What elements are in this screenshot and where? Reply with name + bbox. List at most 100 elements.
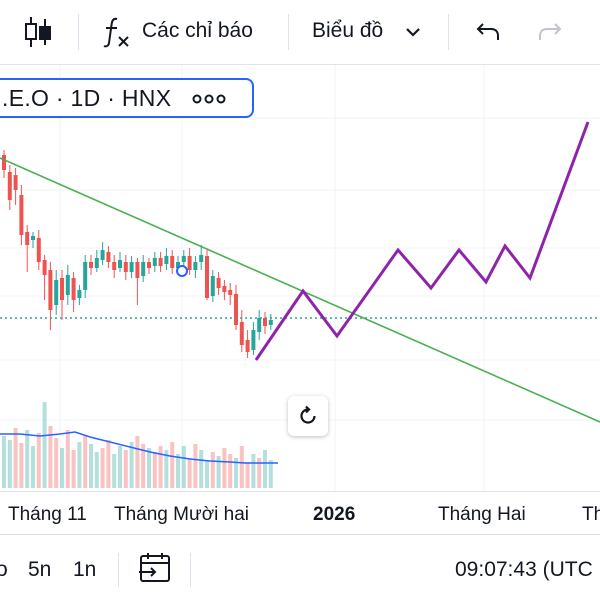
symbol-legend[interactable]: .E.O · 1D · HNX — [0, 78, 254, 118]
candles — [2, 150, 273, 358]
volume-bar — [158, 446, 163, 488]
clock-timezone[interactable]: 09:07:43 (UTC — [455, 558, 593, 581]
volume-bar — [205, 460, 209, 488]
candle-body — [176, 262, 180, 268]
candle-body — [94, 258, 99, 268]
range-1n-button[interactable]: 1n — [73, 558, 97, 581]
top-toolbar: Các chỉ báo Biểu đồ — [0, 0, 600, 65]
volume-bar — [94, 452, 99, 488]
volume-bar — [245, 462, 250, 488]
candle-body — [123, 262, 128, 272]
candle-body — [2, 155, 6, 170]
candle-body — [7, 172, 12, 200]
time-label: Tháng Mười hai — [114, 504, 250, 525]
candle-body — [234, 294, 238, 325]
time-label: Tháng 11 — [8, 504, 87, 525]
volume-bar — [60, 448, 64, 488]
alert-marker — [176, 265, 188, 277]
candle-body — [129, 262, 134, 272]
volume-bar — [100, 448, 105, 488]
candle-body — [199, 255, 204, 262]
volume-bar — [129, 442, 134, 488]
chart-pane[interactable] — [0, 65, 600, 491]
redo-icon[interactable] — [530, 12, 570, 52]
volume-ma-line — [0, 431, 278, 464]
symbol-legend-text: .E.O · 1D · HNX — [2, 84, 172, 111]
candle-body — [100, 250, 105, 260]
candle-body — [25, 232, 30, 245]
volume-bar — [13, 428, 18, 488]
candle-body — [245, 340, 250, 352]
candle-body — [71, 278, 76, 300]
candle-body — [141, 262, 146, 276]
volume-bar — [77, 442, 82, 488]
volume-bar — [251, 454, 256, 488]
volume-bar — [147, 448, 151, 488]
volume-bar — [216, 456, 221, 488]
candle-body — [181, 256, 186, 262]
candle-body — [251, 330, 256, 350]
candle-body — [158, 258, 163, 266]
projection-line — [254, 121, 590, 361]
reset-zoom-button[interactable] — [288, 396, 328, 436]
candle-body — [36, 238, 41, 262]
volume-bar — [42, 402, 47, 488]
candle-body — [152, 258, 157, 266]
candle-body — [31, 236, 35, 240]
volume-bar — [89, 444, 93, 488]
volume-bar — [239, 446, 244, 488]
candle-body — [65, 275, 70, 295]
candle-body — [187, 256, 192, 270]
volume-bar — [193, 444, 198, 488]
range-button[interactable]: o — [0, 558, 8, 581]
volume-bar — [257, 458, 262, 488]
volume-bar — [268, 460, 273, 488]
volume-bar — [31, 446, 35, 488]
candle-body — [106, 252, 111, 262]
time-label: Th — [582, 504, 600, 525]
volume-bar — [48, 426, 53, 488]
candlestick-icon[interactable] — [18, 12, 58, 52]
volume-bar — [181, 446, 186, 488]
volume-bar — [112, 454, 117, 488]
candle-body — [118, 260, 122, 268]
volume-bar — [54, 438, 59, 488]
volume-bar — [71, 450, 76, 488]
volume-bar — [164, 450, 169, 488]
volume-bar — [170, 442, 175, 488]
function-icon — [96, 12, 136, 52]
go-to-date-icon[interactable] — [138, 551, 172, 590]
candle-body — [164, 256, 169, 264]
more-dots-icon[interactable] — [192, 92, 226, 110]
candle-body — [77, 290, 82, 298]
chart-type-label: Biểu đồ — [312, 19, 384, 42]
candle-body — [48, 270, 53, 310]
volume-bar — [7, 440, 12, 488]
candle-body — [193, 262, 198, 270]
candle-body — [263, 318, 267, 326]
price-chart[interactable] — [0, 65, 600, 491]
volume-bar — [187, 458, 192, 488]
undo-icon[interactable] — [468, 12, 508, 52]
volume-bar — [25, 430, 30, 488]
time-axis[interactable]: Tháng 11 Tháng Mười hai 2026 Tháng Hai T… — [0, 491, 600, 534]
indicators-label: Các chỉ báo — [142, 19, 253, 42]
volume-bar — [106, 440, 111, 488]
volume-bar — [176, 454, 180, 488]
volume-bar — [228, 454, 233, 488]
candle-body — [239, 322, 244, 345]
range-5n-button[interactable]: 5n — [28, 558, 52, 581]
volume-bar — [210, 452, 215, 488]
volume-bar — [36, 433, 41, 488]
candle-body — [42, 260, 47, 275]
candle-body — [222, 286, 227, 292]
volume-bar — [263, 450, 267, 488]
volume-bar — [118, 446, 122, 488]
candle-body — [216, 278, 221, 288]
candle-body — [112, 262, 117, 270]
candle-body — [60, 278, 64, 300]
volume-bar — [83, 436, 88, 488]
candle-body — [19, 195, 24, 235]
candle-body — [210, 276, 215, 296]
candle-body — [89, 262, 93, 268]
